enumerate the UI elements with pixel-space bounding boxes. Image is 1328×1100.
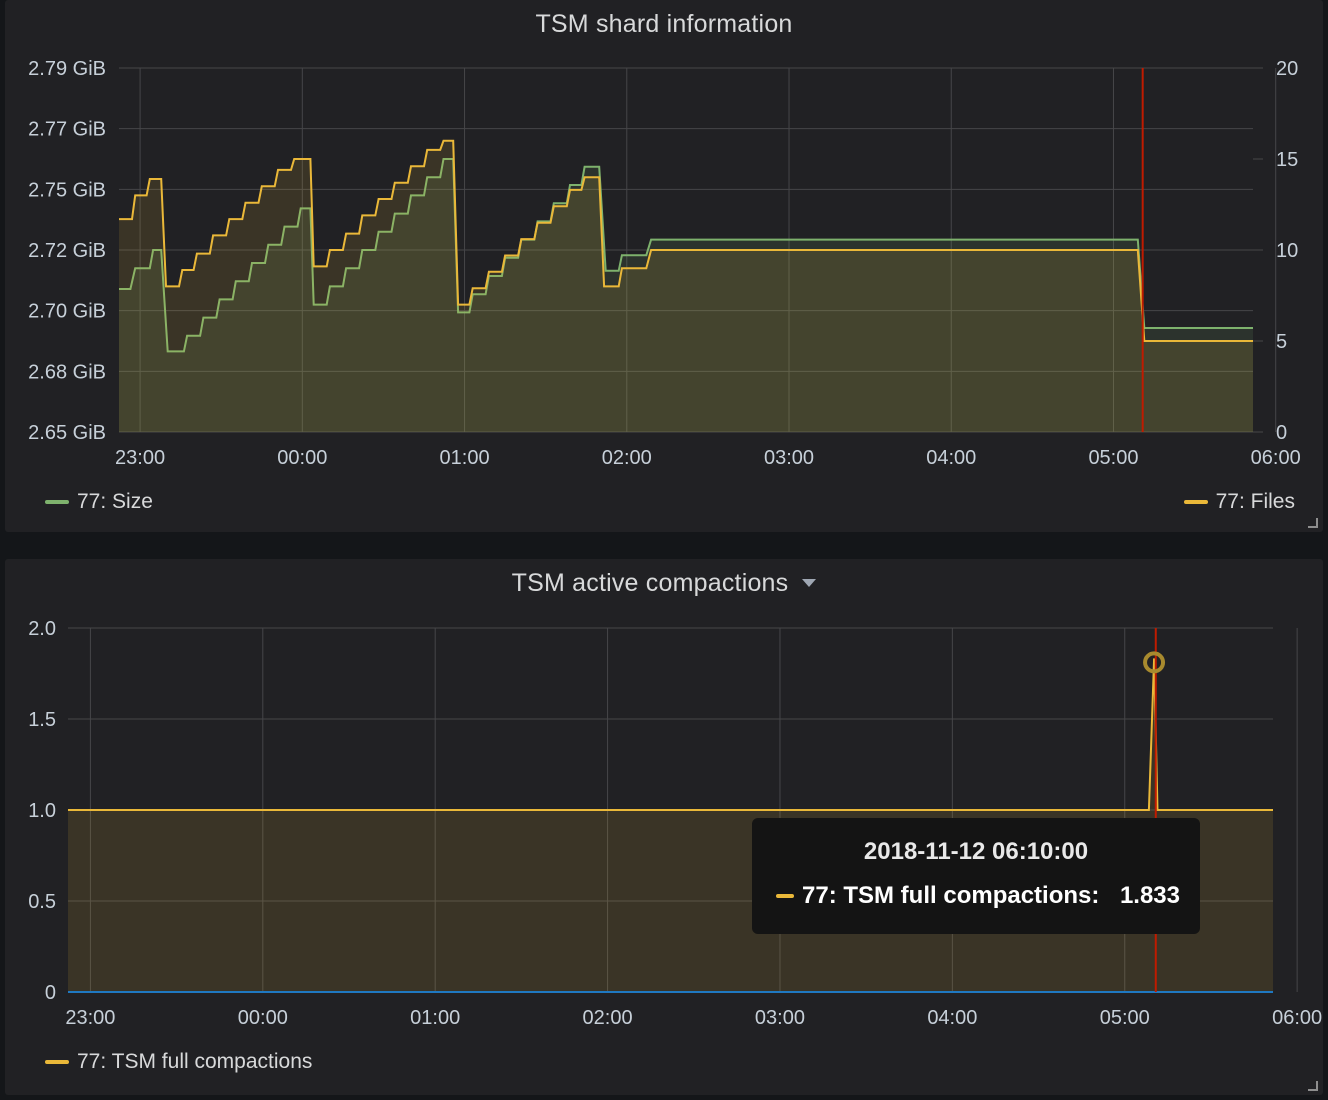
legend-item-full-compactions[interactable]: 77: TSM full compactions — [45, 1050, 312, 1074]
y-tick-label: 1.0 — [28, 800, 56, 822]
legend-item-size[interactable]: 77: Size — [45, 490, 153, 514]
legend-item-files[interactable]: 77: Files — [1183, 490, 1295, 514]
y-tick-label: 2.0 — [28, 618, 56, 640]
x-tick-label: 05:00 — [1088, 447, 1138, 469]
y-right-tick-label: 10 — [1276, 240, 1298, 262]
tooltip-value: 1.833 — [1119, 882, 1180, 909]
y-right-tick-label: 5 — [1276, 331, 1287, 353]
tooltip-row: 77: TSM full compactions: 1.833 — [776, 882, 1180, 910]
legend-label-full-compactions: 77: TSM full compactions — [77, 1050, 313, 1073]
series-line-size — [119, 158, 1253, 353]
legend-label-files: 77: Files — [1215, 490, 1295, 513]
x-tick-label: 01:00 — [410, 1007, 460, 1029]
panel-title: TSM active compactions — [511, 569, 789, 597]
tooltip-time: 2018-11-12 06:10:00 — [863, 838, 1089, 865]
y-left-tick-label: 2.79 GiB — [28, 58, 106, 80]
series-line-files — [119, 139, 1253, 342]
y-left-tick-label: 2.68 GiB — [28, 361, 106, 383]
legend-swatch-size — [45, 500, 69, 504]
hover-tooltip: 2018-11-12 06:10:00 77: TSM full compact… — [752, 818, 1200, 934]
y-right-tick-label: 20 — [1276, 58, 1298, 80]
panel-title[interactable]: TSM shard information — [535, 10, 793, 38]
y-right-tick-label: 0 — [1276, 422, 1287, 444]
chevron-down-icon[interactable] — [802, 579, 817, 588]
shard-information-panel: TSM shard information 77: Size 77: Files — [5, 0, 1323, 532]
tooltip-swatch — [776, 894, 794, 898]
x-tick-label: 04:00 — [927, 1007, 977, 1029]
y-left-tick-label: 2.77 GiB — [28, 119, 106, 141]
legend-label-size: 77: Size — [77, 490, 153, 513]
x-tick-label: 02:00 — [583, 1007, 633, 1029]
series-area-size — [119, 159, 1253, 432]
y-left-tick-label: 2.65 GiB — [28, 422, 106, 444]
x-tick-label: 00:00 — [277, 447, 327, 469]
x-tick-label: 03:00 — [764, 447, 814, 469]
y-tick-label: 0.5 — [28, 891, 56, 913]
y-left-tick-label: 2.72 GiB — [28, 240, 106, 262]
x-tick-label: 01:00 — [440, 447, 490, 469]
y-left-tick-label: 2.70 GiB — [28, 301, 106, 323]
panel-resize-handle[interactable] — [1308, 1081, 1318, 1091]
panel-title-row[interactable]: TSM active compactions — [5, 569, 1323, 598]
x-tick-label: 05:00 — [1100, 1007, 1150, 1029]
x-tick-label: 23:00 — [65, 1007, 115, 1029]
tooltip-label: 77: TSM full compactions: — [802, 882, 1100, 909]
series-area-files — [119, 140, 1253, 433]
y-tick-label: 1.5 — [28, 709, 56, 731]
x-tick-label: 02:00 — [602, 447, 652, 469]
compactions-chart-plot — [68, 627, 1298, 993]
series-line-full-compactions — [68, 658, 1273, 811]
x-tick-label: 00:00 — [238, 1007, 288, 1029]
panel-resize-handle[interactable] — [1308, 518, 1318, 528]
x-tick-label: 03:00 — [755, 1007, 805, 1029]
legend-swatch-full-compactions — [45, 1060, 69, 1064]
x-tick-label: 06:00 — [1251, 447, 1301, 469]
shard-chart-plot — [119, 67, 1277, 433]
x-tick-label: 23:00 — [115, 447, 165, 469]
y-left-tick-label: 2.75 GiB — [28, 179, 106, 201]
legend-swatch-files — [1183, 500, 1208, 504]
x-tick-label: 04:00 — [926, 447, 976, 469]
y-tick-label: 0 — [45, 982, 56, 1004]
x-tick-label: 06:00 — [1272, 1007, 1322, 1029]
hover-point-marker — [1143, 651, 1166, 674]
y-right-tick-label: 15 — [1276, 149, 1298, 171]
